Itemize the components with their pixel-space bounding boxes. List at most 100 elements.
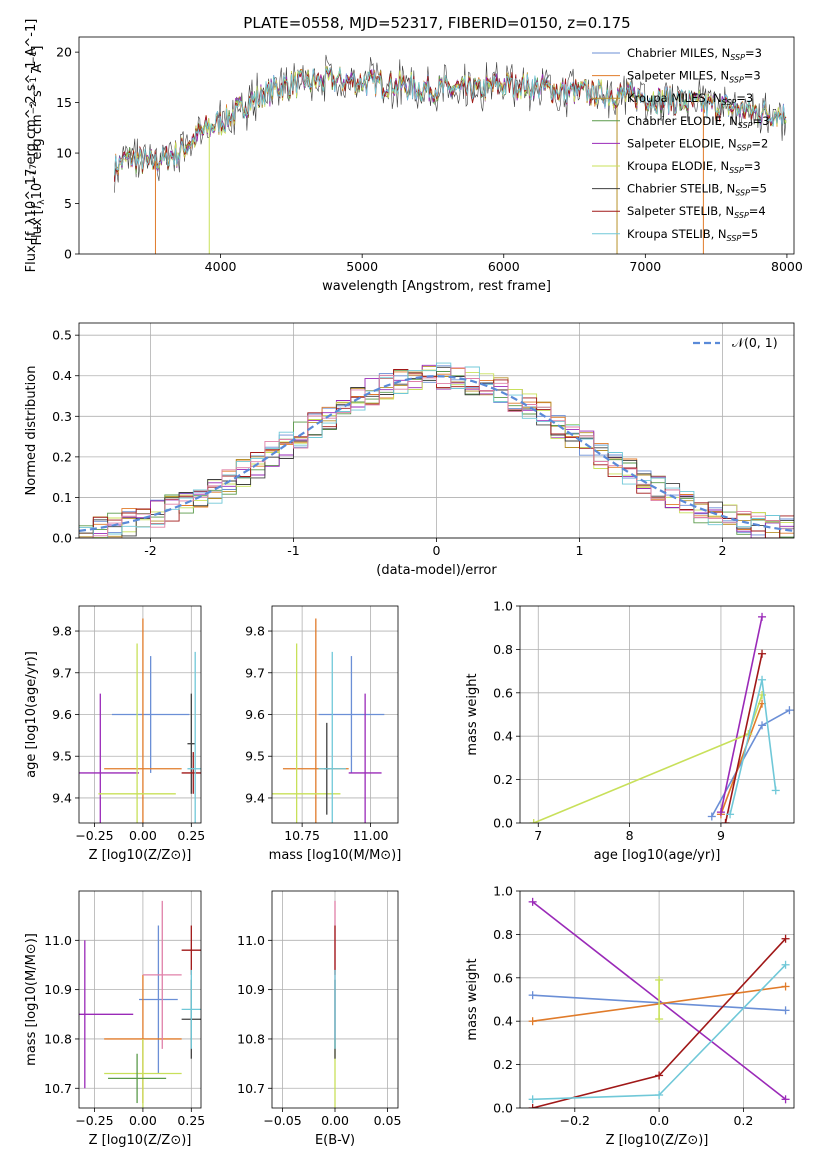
- plus-marker: [528, 1095, 537, 1104]
- y-tick-label: 9.8: [245, 624, 265, 639]
- legend-label: Kroupa MILES, NSSP=3: [627, 91, 753, 107]
- x-tick-label: -2: [144, 543, 156, 558]
- x-tick-label: 10.75: [284, 828, 320, 843]
- y-tick-label: 0.5: [52, 328, 72, 343]
- legend-label: 𝒩(0, 1): [732, 335, 778, 350]
- y-tick-label: 10.8: [237, 1031, 265, 1046]
- error-bar-point: [111, 656, 190, 773]
- y-tick-label: 0.8: [493, 927, 513, 942]
- x-tick-label: 7000: [629, 259, 661, 274]
- x-tick-label: 7: [534, 828, 542, 843]
- x-tick-label: 2: [719, 543, 727, 558]
- y-tick-label: 0: [64, 247, 72, 262]
- y-axis-label: Flux [f_λ10^-17 erg cm^-2 s^-1 A^-1]: [24, 19, 39, 273]
- plus-marker: [758, 649, 767, 658]
- plus-marker: [528, 1017, 537, 1026]
- y-tick-label: 20: [56, 45, 72, 60]
- y-tick-label: 9.4: [245, 790, 265, 805]
- y-tick-label: 15: [56, 95, 72, 110]
- mass_vs_Z-panel: −0.25 0.00 0.25 10.7 10.8 10.9 11.0 Z [log10(Z/…: [24, 890, 205, 1148]
- legend-label: Salpeter MILES, NSSP=3: [627, 69, 761, 85]
- x-tick-label: 9: [717, 828, 725, 843]
- plus-marker: [758, 612, 767, 621]
- y-tick-label: 9.5: [245, 749, 265, 764]
- y-tick-label: 0.1: [52, 490, 72, 505]
- plus-marker: [771, 786, 780, 795]
- x-tick-label: -1: [287, 543, 299, 558]
- x-axis-label: age [log10(age/yr)]: [594, 848, 721, 863]
- y-tick-label: 0.4: [52, 368, 72, 383]
- legend-label: Chabrier MILES, NSSP=3: [627, 46, 762, 62]
- legend-label: Kroupa STELIB, NSSP=5: [627, 227, 758, 243]
- x-tick-label: −0.25: [75, 1113, 113, 1128]
- plus-marker: [655, 975, 664, 984]
- plot-area: [79, 900, 201, 1108]
- plot-area: [272, 618, 385, 823]
- error-bar-point: [348, 693, 382, 823]
- y-tick-label: 10.9: [237, 982, 265, 997]
- y-tick-label: 10: [56, 146, 72, 161]
- legend-label: Chabrier ELODIE, NSSP=3: [627, 114, 769, 130]
- y-tick-label: 11.0: [44, 933, 72, 948]
- plus-marker: [655, 1090, 664, 1099]
- x-tick-label: 0.00: [321, 1113, 349, 1128]
- histogram-step: [79, 366, 794, 538]
- x-tick-label: 5000: [346, 259, 378, 274]
- y-axis-label: mass weight: [465, 673, 480, 755]
- age_vs_mass-panel: 10.75 11.00 9.4 9.5 9.6 9.7 9.8 mass [log10(M/M…: [245, 605, 401, 863]
- y-tick-label: 0.4: [493, 729, 513, 744]
- spectrum-panel: 4000 5000 6000 7000 8000 0 5 10 15 20 wavelength […: [24, 19, 803, 294]
- plus-marker: [781, 1006, 790, 1015]
- y-tick-label: 10.9: [44, 982, 72, 997]
- axes-frame: [519, 890, 795, 1109]
- y-tick-label: 11.0: [237, 933, 265, 948]
- plus-marker: [726, 810, 735, 819]
- x-tick-label: 0.2: [733, 1113, 753, 1128]
- mass_vs_EBV-panel: −0.05 0.00 0.05 10.7 10.8 10.9 11.0 E(B-V): [237, 890, 402, 1148]
- y-tick-label: 0.3: [52, 409, 72, 424]
- x-tick-label: 4000: [205, 259, 237, 274]
- y-tick-label: 0.6: [493, 685, 513, 700]
- y-axis-label: mass weight: [465, 958, 480, 1040]
- plus-marker: [781, 1095, 790, 1104]
- x-tick-label: 0.05: [374, 1113, 402, 1128]
- error-bar-point: [98, 643, 176, 823]
- plus-marker: [785, 706, 794, 715]
- x-axis-label: wavelength [Angstrom, rest frame]: [322, 279, 551, 294]
- x-tick-label: 0.25: [177, 828, 205, 843]
- plus-marker: [758, 675, 767, 684]
- x-tick-label: 8000: [771, 259, 803, 274]
- y-tick-label: 9.5: [52, 749, 72, 764]
- error-bar-point: [318, 656, 385, 773]
- axes-frame: [78, 890, 202, 1109]
- x-tick-label: 0: [433, 543, 441, 558]
- y-tick-label: 0.2: [493, 1057, 513, 1072]
- mass_weight_vs_Z-panel: −0.2 0.0 0.2 0.0 0.2 0.4 0.6 0.8 1.0 Z [log10(Z/Z…: [465, 884, 795, 1148]
- plot-area: [529, 612, 794, 823]
- legend-label: Salpeter STELIB, NSSP=4: [627, 204, 766, 220]
- y-tick-label: 10.7: [237, 1081, 265, 1096]
- spectrum-line: [114, 67, 787, 176]
- y-axis-label: Normed distribution: [24, 366, 39, 496]
- y-tick-label: 1.0: [493, 884, 513, 899]
- error-bar-point: [181, 925, 201, 975]
- x-tick-label: 8: [626, 828, 634, 843]
- error-bar-point: [181, 752, 201, 794]
- y-tick-label: 0.6: [493, 970, 513, 985]
- series-line: [724, 653, 763, 823]
- plus-marker: [528, 1104, 537, 1108]
- plus-marker: [781, 934, 790, 943]
- x-axis-label: Z [log10(Z/Z⊙)]: [89, 848, 192, 863]
- legend-label: Kroupa ELODIE, NSSP=3: [627, 159, 761, 175]
- series-line: [720, 703, 763, 815]
- mass_weight_vs_age-panel: 7 8 9 0.0 0.2 0.4 0.6 0.8 1.0 age [log10(age/yr)]…: [465, 599, 795, 863]
- y-tick-label: 9.8: [52, 624, 72, 639]
- plus-marker: [758, 690, 767, 699]
- x-tick-label: 6000: [488, 259, 520, 274]
- error-bar-point: [187, 693, 196, 794]
- legend-label: Salpeter ELODIE, NSSP=2: [627, 136, 768, 152]
- x-tick-label: −0.05: [263, 1113, 301, 1128]
- age_vs_Z-panel: −0.25 0.00 0.25 9.4 9.5 9.6 9.7 9.8 Z [log10(Z/Z…: [24, 605, 205, 863]
- plus-marker: [781, 982, 790, 991]
- y-tick-label: 0.0: [493, 816, 513, 831]
